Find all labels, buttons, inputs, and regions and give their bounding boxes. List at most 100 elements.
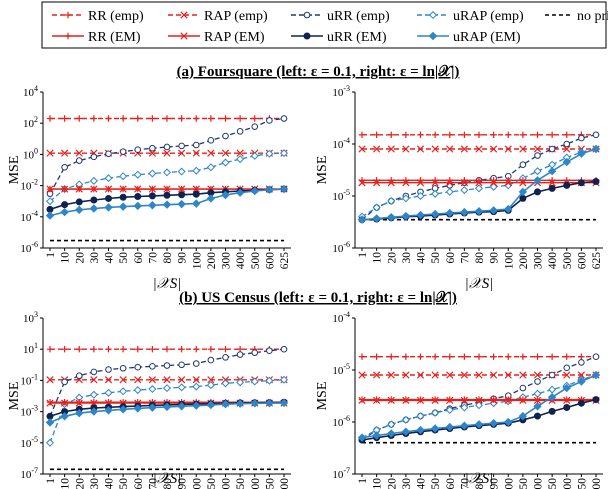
data-point bbox=[417, 131, 424, 139]
y-tick-label: 10-5 bbox=[332, 188, 350, 203]
data-point bbox=[430, 424, 440, 433]
data-point bbox=[401, 194, 410, 203]
x-tick-label: 40 bbox=[416, 478, 428, 489]
data-point bbox=[577, 179, 585, 187]
x-tick-label: 70 bbox=[147, 478, 159, 489]
data-point bbox=[265, 185, 274, 194]
series-urap-emp bbox=[357, 371, 601, 442]
x-tick-label: 1 bbox=[357, 252, 369, 258]
data-point bbox=[358, 131, 366, 139]
data-point bbox=[402, 396, 410, 405]
data-point bbox=[534, 378, 541, 385]
data-point bbox=[416, 179, 425, 187]
data-point bbox=[177, 167, 186, 176]
data-point bbox=[460, 371, 468, 379]
data-point bbox=[148, 185, 156, 193]
data-point bbox=[206, 194, 216, 203]
data-point bbox=[178, 149, 186, 157]
data-point bbox=[358, 396, 366, 405]
data-point bbox=[592, 178, 600, 186]
data-point bbox=[76, 115, 83, 122]
data-point bbox=[445, 422, 454, 432]
data-point bbox=[474, 184, 484, 193]
data-point bbox=[133, 404, 142, 413]
data-point bbox=[192, 382, 201, 391]
y-axis-title: MSE bbox=[7, 382, 22, 411]
data-point bbox=[236, 378, 245, 387]
data-point bbox=[46, 346, 54, 353]
y-axis-title: MSE bbox=[7, 156, 22, 185]
x-tick-label: 200 bbox=[533, 478, 545, 489]
data-point bbox=[387, 396, 395, 405]
data-point bbox=[533, 167, 542, 176]
chart-us-census-right: 10-7 10-6 10-5 10-4 1 10 20 30 40 50 60 70 80 90 100 15… bbox=[315, 310, 603, 489]
x-tick-label: 20 bbox=[386, 478, 398, 489]
data-point bbox=[46, 115, 54, 122]
x-tick-label: 70 bbox=[459, 478, 471, 489]
section-title-foursquare: (a) Foursquare (left: ε = 0.1, right: ε … bbox=[177, 64, 460, 80]
series-rr-emp bbox=[358, 353, 600, 360]
x-tick-label: 300 bbox=[533, 252, 545, 270]
data-point bbox=[265, 376, 274, 385]
data-point bbox=[416, 412, 425, 421]
data-point bbox=[235, 188, 245, 197]
data-point bbox=[207, 149, 215, 157]
data-point bbox=[119, 115, 127, 122]
data-point bbox=[431, 408, 440, 417]
x-tick-label: 40 bbox=[416, 252, 428, 264]
legend-item-rap-em-marker bbox=[180, 32, 188, 40]
data-point bbox=[119, 346, 127, 353]
data-point bbox=[105, 115, 112, 122]
legend-item-urr-emp: uRR (emp) bbox=[291, 9, 390, 24]
data-point bbox=[90, 399, 98, 406]
data-point bbox=[460, 396, 468, 405]
x-axis-title: |𝒳S| bbox=[465, 471, 494, 487]
data-point bbox=[446, 145, 454, 153]
legend-item-no-privacy-label: no privacy bbox=[577, 9, 608, 24]
x-tick-label: 1 bbox=[45, 478, 57, 484]
data-point bbox=[105, 366, 112, 373]
data-point bbox=[61, 185, 69, 193]
data-point bbox=[372, 431, 381, 440]
data-point bbox=[563, 371, 571, 379]
series-line-urr-emp bbox=[361, 134, 597, 221]
data-point bbox=[134, 115, 141, 122]
legend-item-rr-em-marker bbox=[64, 32, 72, 40]
data-point bbox=[402, 131, 410, 139]
data-point bbox=[105, 150, 112, 158]
x-tick-label: 30 bbox=[89, 478, 101, 489]
data-point bbox=[401, 211, 411, 221]
data-point bbox=[519, 179, 527, 187]
data-point bbox=[460, 145, 468, 153]
data-point bbox=[134, 146, 142, 154]
legend-item-rap-emp-marker bbox=[180, 11, 188, 19]
data-point bbox=[518, 411, 528, 421]
data-point bbox=[134, 185, 142, 193]
data-point bbox=[90, 368, 98, 376]
x-tick-label: 400 bbox=[591, 478, 603, 489]
data-point bbox=[46, 376, 54, 384]
y-tick-label: 10-4 bbox=[20, 209, 38, 224]
data-point bbox=[235, 399, 245, 408]
data-point bbox=[504, 145, 512, 153]
y-tick-label: 10-7 bbox=[20, 466, 38, 481]
data-point bbox=[474, 206, 484, 216]
series-rap-emp bbox=[46, 376, 288, 384]
data-point bbox=[373, 353, 380, 360]
data-point bbox=[388, 131, 395, 139]
legend-item-rr-em-label: RR (EM) bbox=[88, 30, 141, 45]
legend-item-urap-emp: uRAP (emp) bbox=[417, 9, 524, 24]
y-tick-label: 10-3 bbox=[20, 404, 38, 419]
data-point bbox=[563, 364, 571, 372]
legend-item-urr-em: uRR (EM) bbox=[291, 30, 387, 45]
data-point bbox=[250, 151, 259, 160]
data-point bbox=[75, 157, 83, 164]
data-point bbox=[279, 149, 289, 158]
data-point bbox=[178, 346, 185, 353]
data-point bbox=[534, 152, 541, 159]
data-point bbox=[372, 214, 381, 223]
data-point bbox=[266, 347, 273, 355]
x-tick-label: 20 bbox=[386, 252, 398, 264]
data-point bbox=[104, 185, 113, 193]
data-point bbox=[279, 375, 289, 384]
